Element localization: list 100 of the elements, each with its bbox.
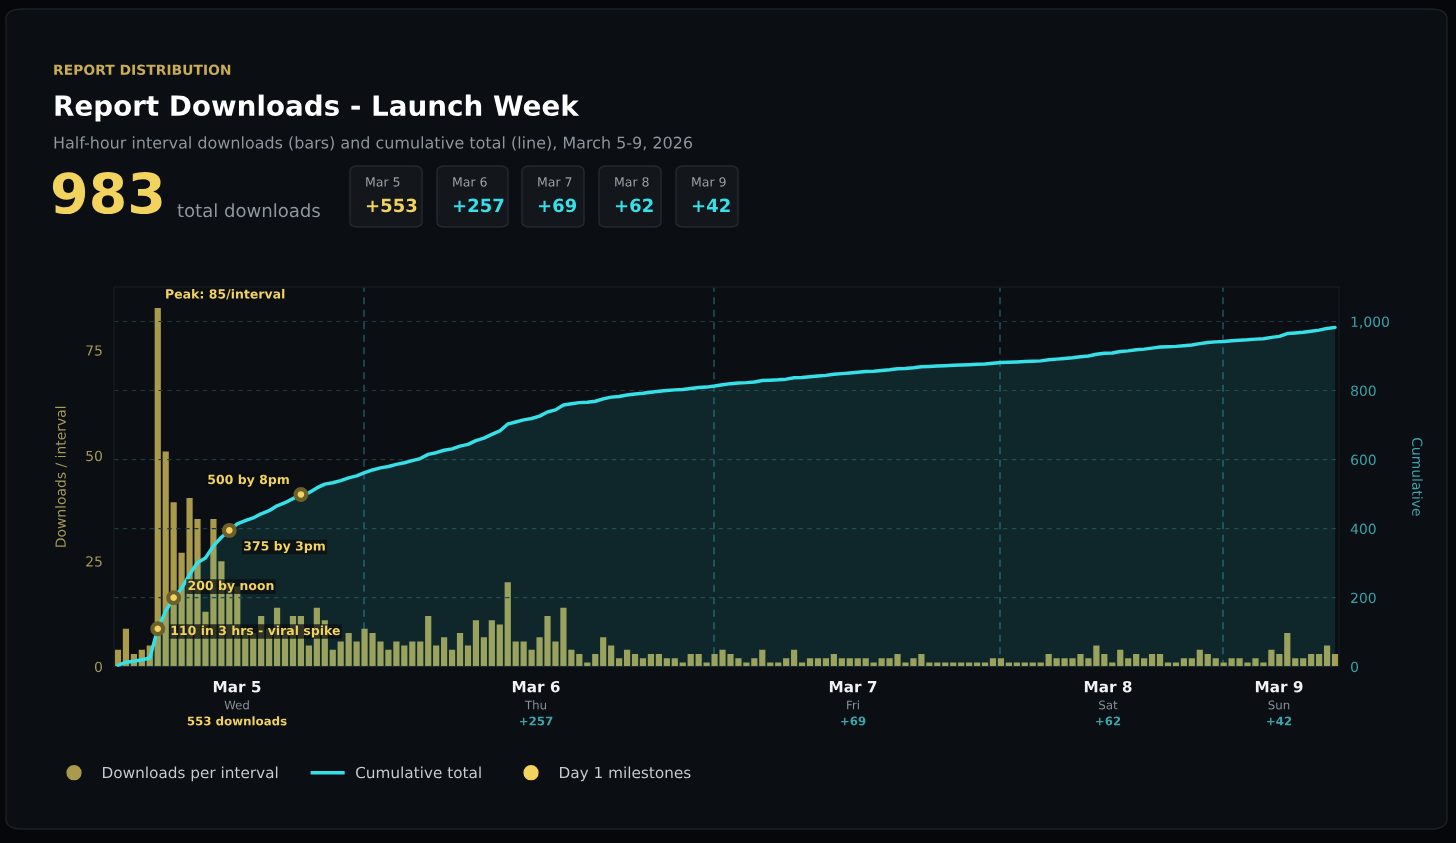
bar — [1172, 662, 1180, 667]
bar — [695, 654, 702, 667]
bar — [1133, 654, 1140, 667]
bar — [1212, 658, 1219, 667]
text: Thu — [524, 700, 547, 710]
bar — [417, 641, 424, 667]
bar — [1029, 662, 1036, 667]
bar — [846, 658, 853, 667]
bar — [1300, 658, 1307, 667]
y-axis-title: Downloads / interval — [55, 406, 67, 547]
bar — [616, 658, 623, 667]
y-tick-label: 75 — [86, 345, 102, 356]
text: +257 — [453, 198, 504, 213]
bar — [655, 654, 662, 667]
bar — [1117, 649, 1124, 667]
y2-tick-label: 800 — [1351, 385, 1376, 397]
bar — [409, 641, 416, 667]
bar — [1101, 654, 1108, 667]
bar — [345, 632, 352, 667]
bar — [679, 662, 686, 667]
bar — [1188, 658, 1195, 667]
text: Sat — [1099, 700, 1118, 710]
bar — [1037, 662, 1044, 667]
text: Fri — [847, 700, 859, 710]
bar — [1196, 649, 1203, 667]
bar — [687, 654, 694, 667]
bar — [1164, 662, 1172, 667]
bar — [1220, 662, 1227, 667]
bar — [1125, 658, 1132, 667]
bar — [401, 645, 408, 667]
bar — [806, 658, 814, 667]
y2-tick-label: 1,000 — [1351, 316, 1389, 329]
text: Mar 7 — [538, 177, 572, 187]
bar — [1021, 662, 1028, 667]
bar — [496, 624, 503, 667]
bar — [480, 637, 487, 667]
bar — [926, 662, 933, 667]
text: +42 — [1267, 716, 1292, 726]
bar — [154, 308, 161, 667]
bar — [981, 662, 989, 667]
data-label: 110 in 3 hrs - viral spike — [171, 625, 340, 638]
bar — [592, 654, 599, 667]
bar — [1013, 662, 1020, 667]
text: Mar 9 — [692, 177, 726, 187]
bar — [1180, 658, 1187, 667]
bar — [942, 662, 949, 667]
bar — [305, 645, 312, 667]
bar — [663, 658, 670, 667]
text: +257 — [519, 716, 553, 726]
y-tick-label: 0 — [94, 661, 102, 673]
bar — [791, 649, 798, 667]
bar — [425, 616, 432, 667]
bar — [631, 654, 639, 667]
legend-label: Downloads per interval — [103, 766, 278, 782]
text: +553 — [366, 198, 417, 213]
bar — [1323, 645, 1331, 667]
text: Sun — [1268, 700, 1290, 710]
point — [166, 590, 182, 606]
bar — [647, 654, 655, 667]
bar — [862, 658, 869, 667]
bar — [1156, 654, 1164, 667]
y2-tick-label: 200 — [1351, 592, 1376, 604]
data-label: 200 by noon — [188, 580, 274, 593]
y2-axis-title: Cumulative — [1412, 437, 1423, 516]
bar — [456, 632, 464, 667]
bar — [830, 654, 837, 667]
bar — [520, 641, 527, 667]
bar — [472, 620, 480, 667]
text: Mar 5 — [366, 177, 400, 187]
bar — [997, 658, 1005, 667]
text: REPORT DISTRIBUTION — [54, 64, 231, 76]
bar — [1005, 662, 1012, 667]
text: Mar 8 — [615, 177, 649, 187]
bar — [1204, 654, 1211, 667]
legend-label: Cumulative total — [356, 766, 481, 779]
bar — [759, 649, 766, 667]
point — [221, 522, 237, 538]
text: Mar 8 — [1084, 680, 1132, 693]
bar — [783, 658, 790, 667]
bar — [1284, 632, 1291, 667]
chart-title: Report Downloads - Launch Week — [55, 94, 580, 122]
bar — [464, 645, 472, 667]
text: Mar 7 — [829, 681, 877, 693]
bar — [973, 662, 981, 667]
bar — [448, 649, 456, 667]
bar — [608, 645, 615, 667]
bar — [1316, 654, 1323, 667]
bar — [1331, 654, 1339, 667]
text: Mar 6 — [453, 177, 487, 187]
text: +42 — [692, 198, 730, 212]
bar — [1276, 654, 1283, 667]
bar — [1292, 658, 1299, 667]
y2-tick-label: 600 — [1351, 454, 1376, 466]
text: Wed — [224, 700, 249, 710]
text: +62 — [615, 198, 653, 213]
text: Mar 5 — [213, 681, 261, 693]
bar — [822, 658, 830, 667]
text: +62 — [1096, 716, 1121, 726]
bar — [958, 662, 965, 667]
bar — [623, 649, 631, 667]
